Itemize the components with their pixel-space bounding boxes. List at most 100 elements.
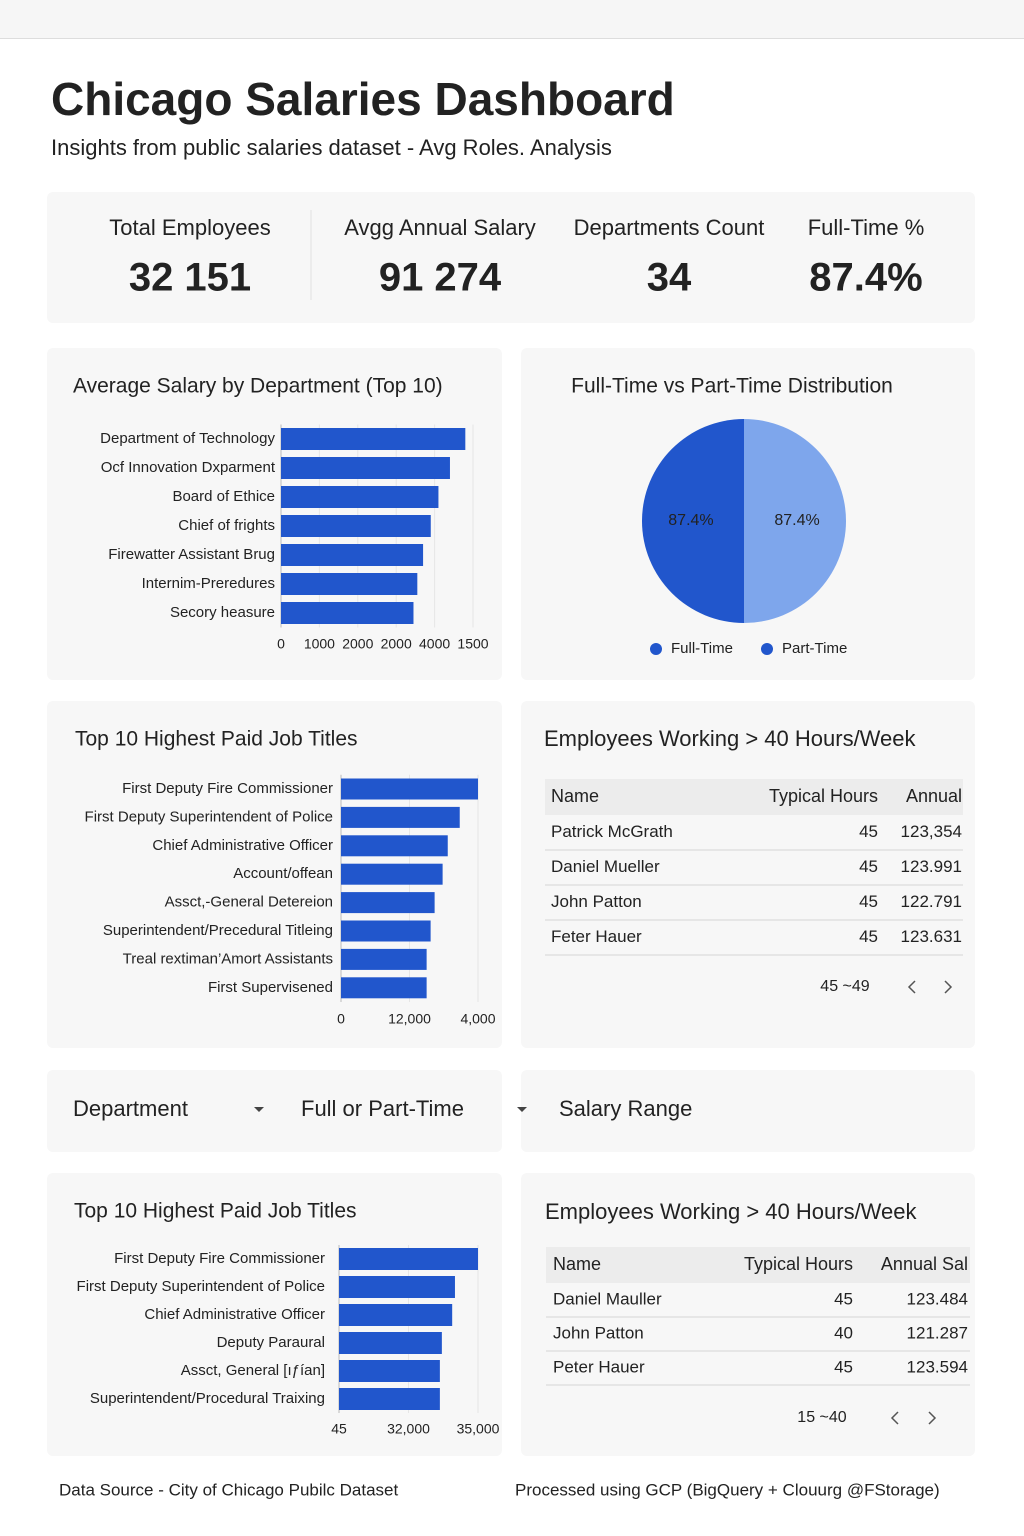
- legend-marker: [650, 643, 662, 655]
- y-tick-label: First Supervisened: [208, 979, 333, 996]
- bar: [281, 544, 424, 566]
- data-label: 87.4%: [774, 512, 819, 529]
- page-subtitle: Insights from public salaries dataset - …: [51, 135, 612, 160]
- card: [47, 348, 502, 680]
- y-tick-label: Superintendent/Precedural Titleing: [103, 922, 333, 939]
- table-cell: 45: [859, 857, 878, 876]
- bar: [339, 1304, 453, 1326]
- y-tick-label: Deputy Paraural: [217, 1334, 325, 1351]
- y-tick-label: First Deputy Fire Commissioner: [114, 1250, 325, 1267]
- kpi-value: 34: [647, 256, 692, 300]
- y-tick-label: Chief of frights: [178, 517, 275, 534]
- kpi-value: 91 274: [379, 256, 502, 300]
- next-page[interactable]: [944, 980, 953, 994]
- column-header: Name: [551, 786, 599, 806]
- table-cell: 123.631: [901, 927, 962, 946]
- table-cell: 45: [834, 1357, 853, 1376]
- footer-processed: Processed using GCP (BigQuery + Clouurg …: [515, 1480, 940, 1499]
- table-cell: 40: [834, 1323, 853, 1342]
- table-cell: 123,354: [901, 822, 962, 841]
- y-tick-label: Assct,-General Detereion: [165, 894, 333, 911]
- prev-page[interactable]: [907, 980, 916, 994]
- column-header: Annual: [906, 786, 962, 806]
- data-label: 87.4%: [668, 512, 713, 529]
- table-cell: John Patton: [551, 892, 642, 911]
- footer-source: Data Source - City of Chicago Pubilc Dat…: [59, 1480, 398, 1499]
- filter-label[interactable]: Salary Range: [559, 1096, 692, 1121]
- column-header: Typical Hours: [744, 1254, 853, 1274]
- card: [47, 1173, 502, 1456]
- bar: [281, 515, 431, 537]
- column-header: Annual Sal: [881, 1254, 968, 1274]
- x-tick-label: 0: [337, 1011, 345, 1027]
- table-cell: 45: [859, 822, 878, 841]
- table-cell: 123.991: [901, 857, 962, 876]
- y-tick-label: Ocf Innovation Dxparment: [101, 459, 276, 476]
- y-tick-label: Department of Technology: [100, 430, 275, 447]
- y-tick-label: Assct, General [ıƒían]: [181, 1362, 325, 1379]
- table-title: Employees Working > 40 Hours/Week: [544, 726, 917, 751]
- x-tick-label: 35,000: [457, 1421, 500, 1437]
- bar: [341, 892, 435, 914]
- y-tick-label: First Deputy Superintendent of Police: [77, 1278, 325, 1295]
- dropdown-caret[interactable]: [254, 1107, 264, 1112]
- legend-label: Full-Time: [671, 640, 733, 657]
- bar: [281, 428, 466, 450]
- bar: [281, 486, 439, 508]
- bar: [341, 920, 431, 942]
- y-tick-label: Firewatter Assistant Brug: [108, 546, 275, 563]
- table-cell: 123.594: [907, 1357, 968, 1376]
- x-tick-label: 2000: [342, 636, 373, 652]
- filter-label[interactable]: Full or Part-Time: [301, 1096, 464, 1121]
- filter-label[interactable]: Department: [73, 1096, 188, 1121]
- bar: [341, 863, 443, 885]
- kpi-label: Full-Time %: [808, 215, 925, 240]
- kpi-label: Departments Count: [574, 215, 765, 240]
- table-cell: 45: [834, 1289, 853, 1308]
- table-cell: Feter Hauer: [551, 927, 642, 946]
- bar: [281, 602, 414, 624]
- table-cell: 123.484: [907, 1289, 968, 1308]
- x-tick-label: 1500: [457, 636, 488, 652]
- table-cell: Daniel Mauller: [553, 1289, 662, 1308]
- bar: [341, 835, 448, 857]
- column-header: Name: [553, 1254, 601, 1274]
- table-cell: 122.791: [901, 892, 962, 911]
- y-tick-label: Account/offean: [233, 865, 333, 882]
- table-cell: John Patton: [553, 1323, 644, 1342]
- chart-title: Full-Time vs Part-Time Distribution: [571, 375, 893, 398]
- column-header: Typical Hours: [769, 786, 878, 806]
- y-tick-label: Board of Ethice: [172, 488, 275, 505]
- filter-card: [521, 1070, 975, 1152]
- bar: [339, 1332, 442, 1354]
- table-header: [545, 779, 963, 815]
- bar: [341, 806, 460, 828]
- table-title: Employees Working > 40 Hours/Week: [545, 1199, 918, 1224]
- y-tick-label: Chief Administrative Officer: [152, 837, 333, 854]
- bar: [281, 457, 450, 479]
- table-header: [546, 1247, 970, 1283]
- pie-slice: [744, 419, 846, 623]
- bar: [339, 1388, 440, 1410]
- y-tick-label: Chief Administrative Officer: [144, 1306, 325, 1323]
- dropdown-caret[interactable]: [517, 1107, 527, 1112]
- kpi-value: 87.4%: [809, 256, 922, 300]
- y-tick-label: Treal rextiman’Amort Assistants: [123, 950, 333, 967]
- y-tick-label: First Deputy Superintendent of Police: [85, 808, 333, 825]
- prev-page[interactable]: [890, 1411, 899, 1425]
- table-cell: 45: [859, 892, 878, 911]
- bar: [281, 573, 418, 595]
- x-tick-label: 0: [277, 636, 285, 652]
- table-cell: Daniel Mueller: [551, 857, 660, 876]
- x-tick-label: 1000: [304, 636, 335, 652]
- bar: [339, 1276, 455, 1298]
- next-page[interactable]: [928, 1411, 937, 1425]
- y-tick-label: Secory heasure: [170, 604, 275, 621]
- bar: [341, 948, 427, 970]
- chart-title: Average Salary by Department (Top 10): [73, 375, 443, 398]
- top-bar: [0, 0, 1024, 38]
- kpi-value: 32 151: [129, 256, 251, 300]
